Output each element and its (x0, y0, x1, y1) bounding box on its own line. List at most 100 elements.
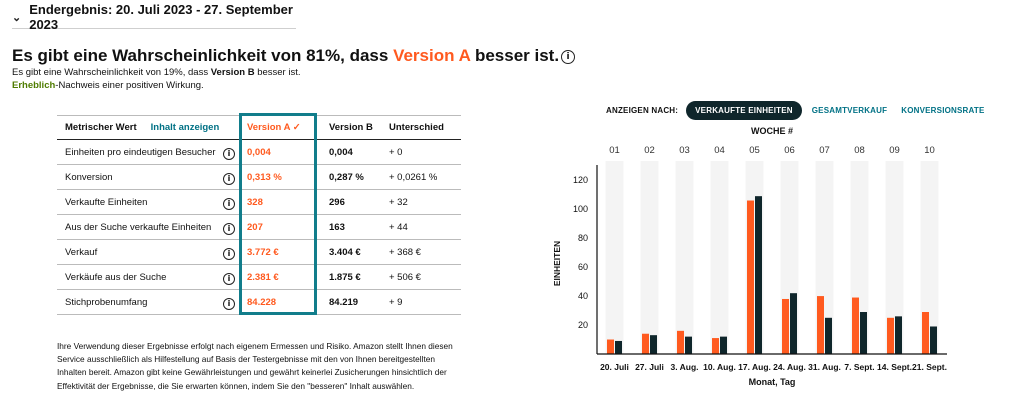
bar-version-b (930, 326, 937, 354)
subline-version: Version B (210, 67, 255, 78)
metric-label: Einheiten pro eindeutigen Besucher (65, 146, 216, 158)
subline-before: Es gibt eine Wahrscheinlichkeit von 19%,… (12, 67, 211, 78)
y-tick-label: 120 (573, 175, 588, 185)
info-icon[interactable]: i (223, 198, 235, 210)
value-a: 3.772 € (239, 239, 321, 265)
x-tick-label: 14. Sept. (877, 362, 912, 372)
value-diff: + 0,0261 % (381, 164, 461, 190)
view-option-units[interactable]: VERKAUFTE EINHEITEN (686, 101, 802, 120)
value-b: 163 (321, 214, 381, 240)
week-number-label: 09 (889, 145, 900, 156)
bar-version-a (922, 312, 929, 354)
week-number-label: 03 (679, 145, 690, 156)
info-icon[interactable]: i (223, 298, 235, 310)
headline-text-before: Es gibt eine Wahrscheinlichkeit von 81%,… (12, 46, 394, 65)
week-number-label: 10 (924, 145, 935, 156)
col-version-a-label: Version A (247, 122, 291, 133)
table-row: Verkäufe aus der Suche i 2.381 € 1.875 € … (57, 264, 461, 290)
value-diff: + 44 (381, 214, 461, 240)
units-bar-chart: 20 40 60 80 100 120 EINHEITEN WOCHE # 01 02 03 04 0… (552, 126, 947, 387)
subline-after: besser ist. (254, 67, 301, 78)
view-option-total-sales[interactable]: GESAMTVERKAUF (811, 106, 888, 115)
show-content-link[interactable]: Inhalt anzeigen (150, 122, 220, 133)
info-icon[interactable]: i (223, 148, 235, 160)
week-band (885, 161, 904, 354)
info-icon[interactable]: i (223, 273, 235, 285)
metric-label: Verkaufte Einheiten (65, 196, 148, 208)
week-number-label: 04 (714, 145, 725, 156)
col-version-b-header: Version B (321, 115, 381, 140)
chevron-down-icon: ⌄ (12, 11, 22, 24)
x-tick-label: 24. Aug. (773, 362, 806, 372)
headline-text-after: besser ist. (470, 46, 560, 65)
value-diff: + 9 (381, 289, 461, 315)
headline: Es gibt eine Wahrscheinlichkeit von 81%,… (12, 46, 576, 66)
week-band (920, 161, 939, 354)
week-band (605, 161, 624, 354)
view-selector: ANZEIGEN NACH: VERKAUFTE EINHEITEN GESAM… (606, 101, 999, 120)
bar-version-a (782, 298, 789, 354)
info-icon[interactable]: i (223, 223, 235, 235)
bar-version-b (685, 336, 692, 354)
metric-label: Stichprobenumfang (65, 296, 148, 308)
metric-label: Konversion (65, 171, 113, 183)
value-a: 0,313 % (239, 164, 321, 190)
x-tick-label: 17. Aug. (738, 362, 771, 372)
significance-line: Erheblich-Nachweis einer positiven Wirku… (12, 80, 204, 91)
view-option-conversion[interactable]: KONVERSIONSRATE (901, 106, 985, 115)
subline: Es gibt eine Wahrscheinlichkeit von 19%,… (12, 67, 301, 78)
x-tick-label: 31. Aug. (808, 362, 841, 372)
bar-version-a (887, 317, 894, 354)
metric-label: Verkauf (65, 246, 98, 258)
info-icon[interactable]: i (223, 248, 235, 260)
view-selector-label: ANZEIGEN NACH: (606, 106, 679, 115)
week-number-label: 08 (854, 145, 865, 156)
value-diff: + 32 (381, 189, 461, 215)
value-a: 207 (239, 214, 321, 240)
bars (607, 196, 937, 354)
bar-version-a (712, 338, 719, 354)
checkmark-icon: ✓ (292, 122, 301, 133)
value-a: 328 (239, 189, 321, 215)
col-metric-label: Metrischer Wert (65, 122, 137, 133)
value-b: 3.404 € (321, 239, 381, 265)
y-tick-label: 20 (578, 320, 588, 330)
table-row: Aus der Suche verkaufte Einheiten i 207 1… (57, 214, 461, 240)
x-axis: WOCHE # 01 02 03 04 05 06 07 08 09 10 20. Juli 27. J… (597, 126, 947, 387)
bar-version-b (720, 336, 727, 354)
result-header-title: Endergebnis: 20. Juli 2023 - 27. Septemb… (29, 2, 293, 32)
metric-name: Verkaufte Einheiten i (57, 189, 239, 215)
metric-name: Verkauf i (57, 239, 239, 265)
value-a: 2.381 € (239, 264, 321, 290)
bar-version-b (615, 340, 622, 354)
week-number-label: 01 (609, 145, 620, 156)
significance-text: -Nachweis einer positiven Wirkung. (55, 80, 204, 91)
metric-name: Stichprobenumfang i (57, 289, 239, 315)
value-b: 0,004 (321, 139, 381, 165)
metric-name: Konversion i (57, 164, 239, 190)
week-number-label: 07 (819, 145, 830, 156)
table-header-row: Metrischer Wert Inhalt anzeigen Version A… (57, 115, 461, 140)
metric-label: Aus der Suche verkaufte Einheiten (65, 221, 212, 233)
value-b: 296 (321, 189, 381, 215)
value-b: 84.219 (321, 289, 381, 315)
info-icon[interactable]: i (223, 173, 235, 185)
bar-version-b (650, 335, 657, 354)
bar-version-b (790, 293, 797, 354)
y-axis-title: EINHEITEN (552, 241, 562, 286)
value-a: 84.228 (239, 289, 321, 315)
bar-version-a (677, 330, 684, 354)
week-number-label: 02 (644, 145, 655, 156)
table-row: Konversion i 0,313 % 0,287 % + 0,0261 % (57, 164, 461, 190)
result-header-toggle[interactable]: ⌄ Endergebnis: 20. Juli 2023 - 27. Septe… (12, 2, 296, 32)
info-icon[interactable]: i (561, 49, 576, 64)
value-diff: + 506 € (381, 264, 461, 290)
col-metric-header: Metrischer Wert Inhalt anzeigen (57, 115, 239, 140)
metric-name: Aus der Suche verkaufte Einheiten i (57, 214, 239, 240)
x-tick-label: 21. Sept. (912, 362, 947, 372)
x-axis-title: Monat, Tag (749, 377, 796, 387)
y-tick-label: 60 (578, 262, 588, 272)
bar-version-a (747, 200, 754, 354)
metrics-table: Metrischer Wert Inhalt anzeigen Version A… (57, 115, 461, 315)
headline-version: Version A (393, 46, 471, 65)
